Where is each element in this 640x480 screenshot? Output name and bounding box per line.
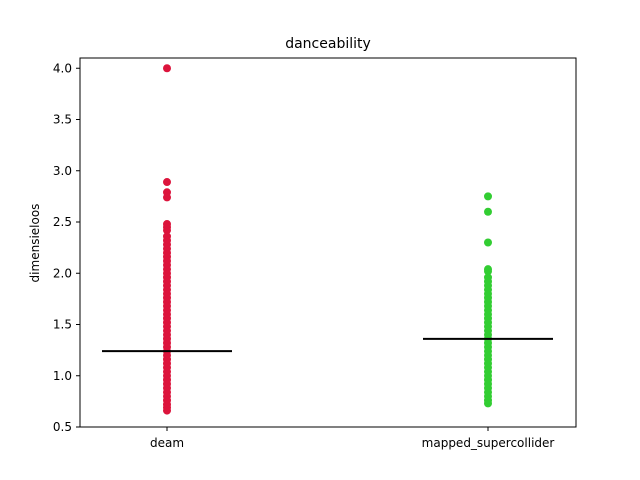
y-tick-label: 2.0 — [53, 266, 72, 280]
y-axis-label: dimensieloos — [28, 204, 42, 283]
data-point — [163, 226, 171, 235]
data-point — [484, 399, 492, 408]
data-point — [484, 267, 492, 276]
y-tick-label: 1.5 — [53, 318, 72, 332]
y-tick-label: 4.0 — [53, 61, 72, 75]
y-tick-label: 1.0 — [53, 369, 72, 383]
plot-frame — [79, 57, 577, 428]
y-tick-label: 3.5 — [53, 113, 72, 127]
data-point — [163, 406, 171, 415]
y-tick-label: 0.5 — [53, 420, 72, 434]
data-point — [163, 64, 171, 73]
data-point — [484, 207, 492, 216]
chart-title: danceability — [285, 36, 371, 52]
data-point — [484, 238, 492, 247]
data-point — [163, 178, 171, 187]
y-tick-label: 2.5 — [53, 215, 72, 229]
y-tick-label: 3.0 — [53, 164, 72, 178]
x-tick-label: deam — [150, 436, 184, 450]
x-tick-label: mapped_supercollider — [422, 436, 555, 450]
data-point — [484, 192, 492, 201]
plot-area — [102, 64, 553, 415]
axes: 0.5 1.0 1.5 2.0 2.5 3.0 3.5 4.0 deam mapped_super… — [53, 57, 577, 450]
data-point — [163, 193, 171, 202]
